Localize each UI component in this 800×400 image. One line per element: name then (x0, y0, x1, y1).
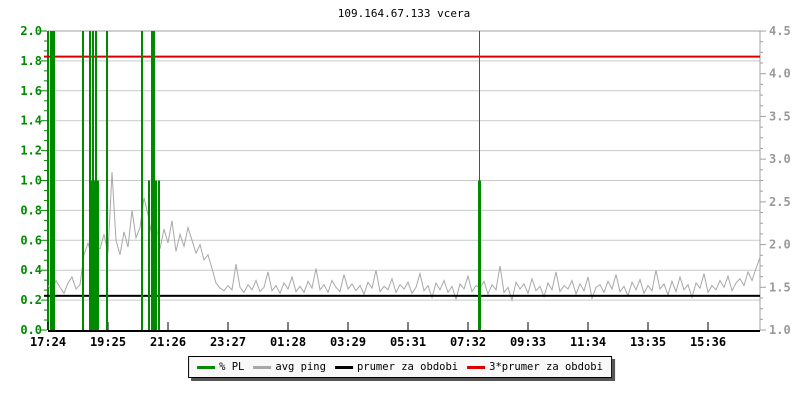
y-right-tick-label: 4.5 (769, 24, 791, 38)
y-left-tick-label: 0.6 (20, 233, 42, 247)
y-left-tick-label: 0.2 (20, 293, 42, 307)
y-right-tick-label: 4.0 (769, 67, 791, 81)
pl-bar (479, 31, 480, 330)
y-left-tick-label: 1.8 (20, 54, 42, 68)
pl-bar (148, 180, 150, 330)
pl-bar (92, 31, 94, 330)
graph-title: 109.164.67.133 vcera (337, 7, 471, 20)
legend-box: % PL avg ping prumer za obdobi 3*prumer za … (188, 356, 612, 378)
legend-label: 3*prumer za obdobi (489, 361, 603, 373)
pl-bar (95, 31, 97, 330)
x-tick-label: 03:29 (330, 335, 366, 349)
legend-swatch-icon (197, 365, 216, 369)
left-axis-line (47, 31, 49, 330)
axis-labels: 2.0 1.8 1.6 1.4 1.2 1.0 0.8 0.6 0.4 0.2 0.0 4.5 4.0 3… (20, 24, 790, 349)
x-tick-label: 13:35 (630, 335, 666, 349)
legend-item: avg ping (253, 361, 326, 373)
y-left-tick-label: 0.0 (20, 323, 42, 337)
y-right-tick-label: 2.5 (769, 195, 791, 209)
y-right-tick-label: 1.0 (769, 323, 791, 337)
pl-bar (141, 31, 143, 330)
grid-lines (48, 60, 760, 301)
avg-line (44, 294, 760, 297)
legend-label: prumer za obdobi (356, 361, 459, 373)
pl-bar (106, 31, 108, 330)
x-tick-label: 05:31 (390, 335, 426, 349)
y-left-tick-label: 1.0 (20, 174, 42, 188)
y-left-tick-label: 0.4 (20, 263, 42, 277)
x-tick-label: 15:36 (690, 335, 726, 349)
x-tick-label: 23:27 (210, 335, 246, 349)
x-tick-label: 09:33 (510, 335, 546, 349)
legend-label: % PL (219, 361, 245, 373)
pl-bar (89, 31, 91, 330)
y-left-tick-label: 1.6 (20, 84, 42, 98)
pl-bar (151, 31, 155, 330)
legend-item: % PL (197, 361, 244, 373)
legend-swatch-icon (467, 365, 486, 369)
x-tick-label: 01:28 (270, 335, 306, 349)
avg-ping-line (47, 171, 761, 303)
y-left-tick-label: 1.2 (20, 144, 42, 158)
y-right-tick-label: 3.5 (769, 109, 791, 123)
y-right-tick-label: 1.5 (769, 280, 791, 294)
y-left-tick-label: 2.0 (20, 24, 42, 38)
bottom-axis-line (48, 330, 760, 332)
left-axis (41, 30, 49, 331)
y-left-tick-label: 0.8 (20, 203, 42, 217)
x-tick-label: 07:32 (450, 335, 486, 349)
avg3-line (44, 55, 760, 58)
avg3-line (44, 55, 760, 58)
y-left-tick-label: 1.4 (20, 114, 42, 128)
pl-bars (50, 31, 481, 330)
x-tick-label: 11:34 (570, 335, 606, 349)
legend-swatch-icon (253, 365, 272, 369)
pl-bar (155, 180, 157, 330)
legend-item: 3*prumer za obdobi (467, 361, 603, 373)
pl-bar (82, 31, 84, 330)
x-tick-label: 21:26 (150, 335, 186, 349)
legend-swatch-icon (334, 365, 353, 369)
plot-frame (48, 30, 766, 331)
legend-label: avg ping (275, 361, 326, 373)
y-right-tick-label: 3.0 (769, 152, 791, 166)
x-tick-label: 19:25 (90, 335, 126, 349)
x-tick-label: 17:24 (30, 335, 66, 349)
avg-ping-path (47, 171, 761, 303)
y-right-tick-label: 2.0 (769, 238, 791, 252)
avg-line (44, 294, 760, 297)
legend-item: prumer za obdobi (334, 361, 459, 373)
pl-bar (50, 31, 55, 330)
pl-bar (158, 180, 160, 330)
